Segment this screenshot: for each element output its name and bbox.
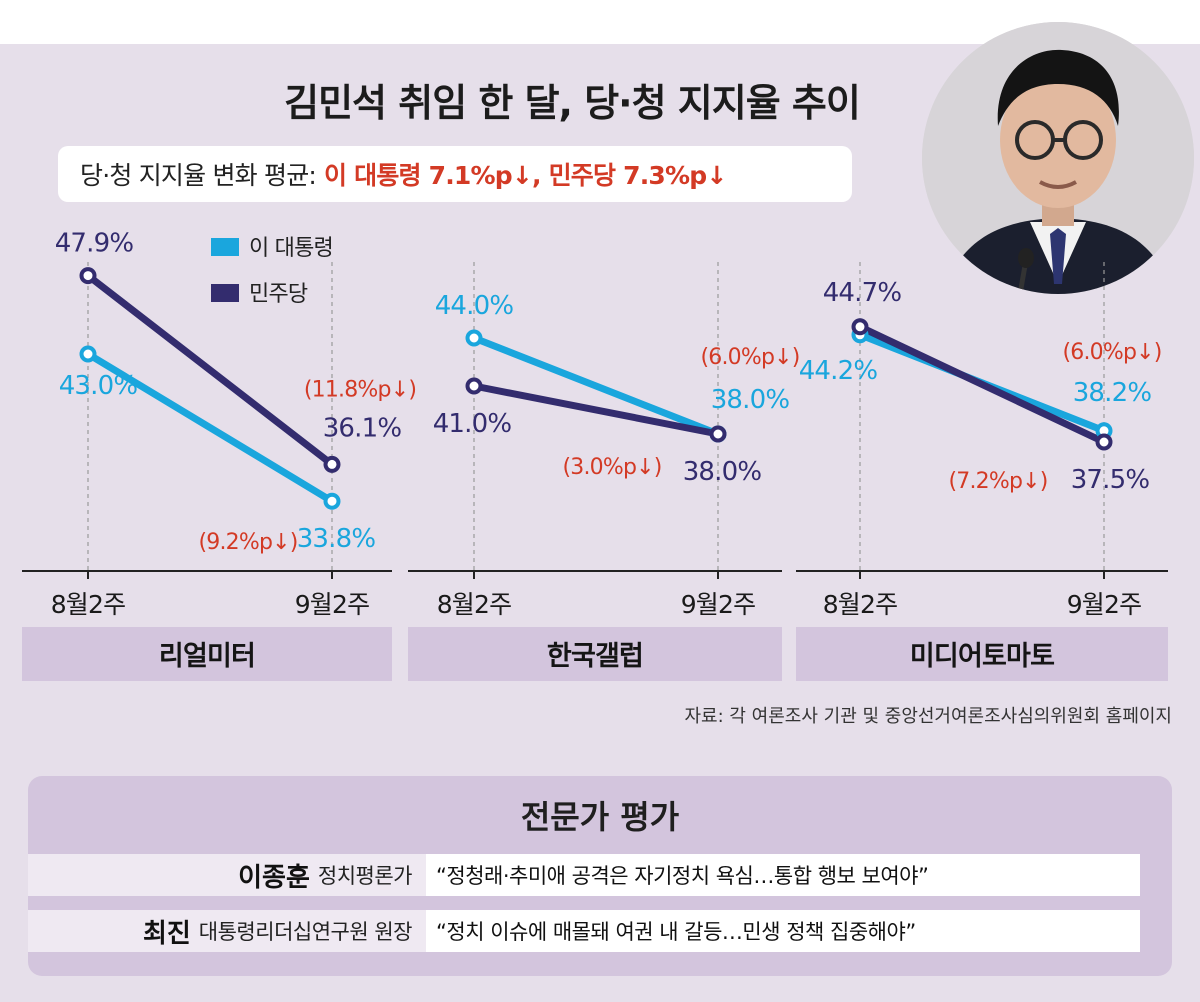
data-label: 36.1% [323, 413, 402, 443]
series-line [84, 350, 336, 505]
change-label: (3.0%p↓) [562, 455, 661, 480]
series-line [84, 272, 336, 468]
expert-role: 정치평론가 [317, 864, 413, 888]
change-label: (11.8%p↓) [304, 377, 416, 402]
x-tick-label: 9월2주 [295, 590, 370, 619]
series-line [470, 382, 722, 438]
data-point [709, 425, 727, 443]
pollster-bar [408, 627, 782, 681]
data-point [1095, 433, 1113, 451]
expert-row: 이종훈 정치평론가 “정청래·추미애 공격은 자기정치 욕심…통합 행보 보여야… [28, 854, 1140, 896]
x-tick-label: 9월2주 [681, 590, 756, 619]
pollster-label: 리얼미터 [159, 641, 255, 672]
change-label: (9.2%p↓) [198, 530, 297, 555]
average-change-lead: 당·청 지지율 변화 평균: [80, 161, 317, 190]
x-tick-label: 8월2주 [823, 590, 898, 619]
data-point [79, 345, 97, 363]
data-point [465, 377, 483, 395]
expert-row: 최진 대통령리더십연구원 원장 “정치 이슈에 매몰돼 여권 내 갈등…민생 정… [28, 910, 1140, 952]
data-label: 47.9% [55, 229, 134, 259]
data-point [465, 329, 483, 347]
data-label: 41.0% [433, 409, 512, 439]
data-point [323, 492, 341, 510]
series-line [856, 323, 1108, 446]
legend-swatch [211, 284, 239, 302]
series-line [470, 334, 722, 438]
source-note: 자료: 각 여론조사 기관 및 중앙선거여론조사심의위원회 홈페이지 [684, 706, 1172, 727]
data-point [323, 455, 341, 473]
expert-title: 전문가 평가 [520, 798, 680, 836]
page-title: 김민석 취임 한 달, 당·청 지지율 추이 [284, 81, 861, 125]
average-change-box: 당·청 지지율 변화 평균: 이 대통령 7.1%p↓, 민주당 7.3%p↓ [58, 146, 852, 202]
data-point [851, 318, 869, 336]
expert-panel: 전문가 평가 이종훈 정치평론가 “정청래·추미애 공격은 자기정치 욕심…통합… [28, 776, 1172, 976]
pollster-bar [22, 627, 392, 681]
data-label: 38.2% [1073, 378, 1152, 408]
pollster-label: 한국갤럽 [547, 641, 643, 672]
data-label: 33.8% [297, 524, 376, 554]
expert-quote: “정치 이슈에 매몰돼 여권 내 갈등…민생 정책 집중해야” [426, 910, 1140, 952]
pollster-bar [796, 627, 1168, 681]
portrait-photo [922, 22, 1194, 294]
x-tick-label: 8월2주 [437, 590, 512, 619]
portrait-illustration [922, 22, 1194, 294]
expert-name: 이종훈 [238, 862, 310, 893]
data-label: 37.5% [1071, 465, 1150, 495]
x-tick-label: 8월2주 [51, 590, 126, 619]
data-label: 44.2% [799, 356, 878, 386]
legend-label: 이 대통령 [249, 236, 333, 261]
expert-person: 최진 대통령리더십연구원 원장 [28, 910, 420, 952]
data-label: 44.7% [823, 278, 902, 308]
data-label: 38.0% [711, 385, 790, 415]
change-label: (6.0%p↓) [700, 345, 799, 370]
average-change-highlight: 이 대통령 7.1%p↓, 민주당 7.3%p↓ [324, 161, 727, 190]
pollster-label: 미디어토마토 [910, 641, 1054, 672]
data-point [79, 267, 97, 285]
data-label: 43.0% [59, 371, 138, 401]
expert-person: 이종훈 정치평론가 [28, 854, 420, 896]
x-tick-label: 9월2주 [1067, 590, 1142, 619]
data-label: 38.0% [683, 457, 762, 487]
legend-swatch [211, 238, 239, 256]
expert-quote: “정청래·추미애 공격은 자기정치 욕심…통합 행보 보여야” [426, 854, 1140, 896]
expert-role: 대통령리더십연구원 원장 [198, 920, 413, 944]
data-label: 44.0% [435, 291, 514, 321]
expert-name: 최진 [142, 918, 191, 949]
legend-label: 민주당 [249, 282, 308, 307]
change-label: (6.0%p↓) [1062, 340, 1161, 365]
change-label: (7.2%p↓) [948, 469, 1047, 494]
